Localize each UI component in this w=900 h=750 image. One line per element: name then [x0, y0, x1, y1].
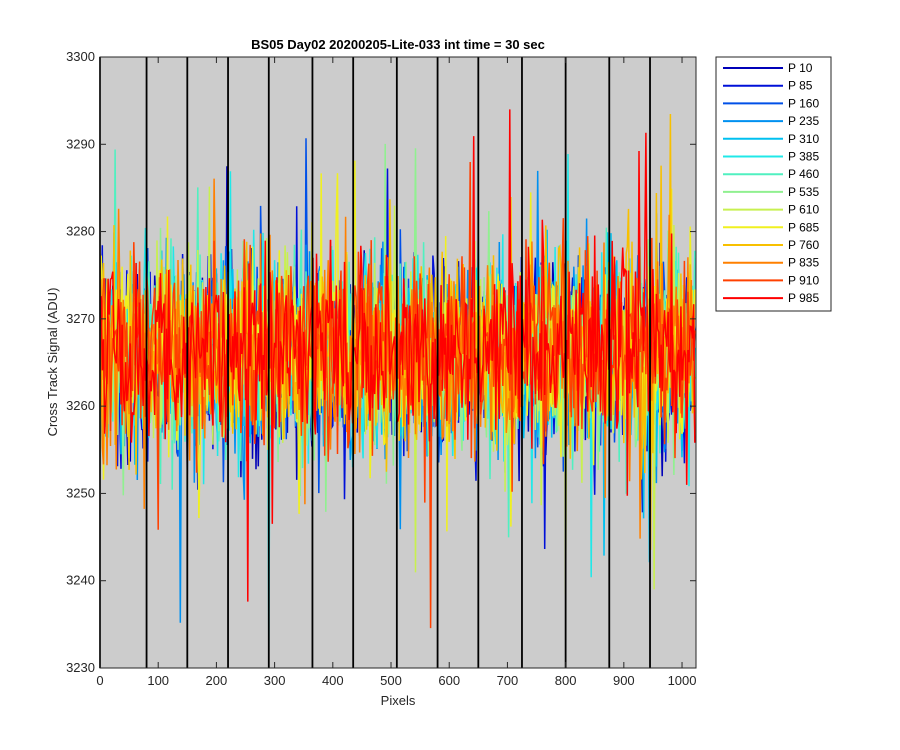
- y-tick-label: 3230: [66, 660, 95, 675]
- y-tick-label: 3270: [66, 311, 95, 326]
- legend-label: P 610: [788, 203, 819, 217]
- x-tick-label: 500: [380, 673, 402, 688]
- legend-label: P 385: [788, 150, 819, 164]
- legend-label: P 10: [788, 61, 813, 75]
- legend-label: P 235: [788, 114, 819, 128]
- y-axis-ticks: 3230 3240 3250 3260 3270 3280 3290 3300: [66, 49, 696, 675]
- x-tick-label: 400: [322, 673, 344, 688]
- chart-title: BS05 Day02 20200205-Lite-033 int time = …: [251, 37, 545, 52]
- legend-label: P 685: [788, 220, 819, 234]
- legend-box: [715, 56, 832, 312]
- x-tick-label: 0: [96, 673, 103, 688]
- x-tick-label: 900: [613, 673, 635, 688]
- x-tick-label: 100: [147, 673, 169, 688]
- legend-label: P 535: [788, 185, 819, 199]
- x-axis-ticks: 0 100 200 300 400 500 600 700 800 900 1000: [96, 57, 696, 688]
- x-tick-label: 800: [555, 673, 577, 688]
- legend-label: P 160: [788, 96, 819, 110]
- x-tick-label: 200: [206, 673, 228, 688]
- x-tick-label: 600: [438, 673, 460, 688]
- y-tick-label: 3260: [66, 398, 95, 413]
- legend-label: P 835: [788, 256, 819, 270]
- legend-label: P 985: [788, 291, 819, 305]
- y-tick-label: 3280: [66, 224, 95, 239]
- x-axis-label: Pixels: [381, 693, 416, 708]
- x-tick-label: 300: [264, 673, 286, 688]
- legend-label: P 460: [788, 167, 819, 181]
- y-tick-label: 3290: [66, 136, 95, 151]
- y-tick-label: 3250: [66, 485, 95, 500]
- x-tick-label: 1000: [668, 673, 697, 688]
- legend-label: P 85: [788, 79, 813, 93]
- legend-label: P 310: [788, 132, 819, 146]
- y-axis-label: Cross Track Signal (ADU): [45, 288, 60, 437]
- y-tick-label: 3300: [66, 49, 95, 64]
- legend-label: P 910: [788, 273, 819, 287]
- legend: P 10 P 85 P 160 P 235 P 310 P 385 P 460 P 535 P …: [715, 56, 832, 312]
- legend-label: P 760: [788, 238, 819, 252]
- x-tick-label: 700: [497, 673, 519, 688]
- y-tick-label: 3240: [66, 573, 95, 588]
- plot-frame: [99, 56, 697, 669]
